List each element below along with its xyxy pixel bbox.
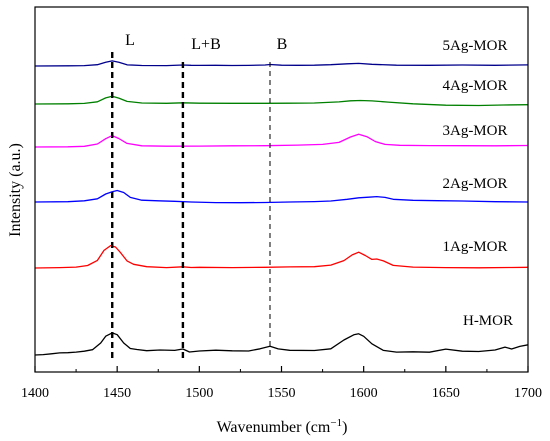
marker-label-b: B bbox=[277, 36, 288, 53]
series-label-2ag-mor: 2Ag-MOR bbox=[442, 176, 507, 192]
series-line-5ag-mor bbox=[34, 60, 529, 67]
x-axis-ticks: 1400 1450 1500 1550 1600 1650 1700 bbox=[21, 366, 542, 401]
series-label-4ag-mor: 4Ag-MOR bbox=[442, 78, 507, 94]
x-tick-label-1500: 1500 bbox=[185, 386, 213, 401]
marker-label-l-plus-b: L+B bbox=[191, 36, 220, 53]
series-label-1ag-mor: 1Ag-MOR bbox=[442, 239, 507, 255]
series-label-3ag-mor: 3Ag-MOR bbox=[442, 123, 507, 139]
x-axis-title: Wavenumber (cm−1) bbox=[217, 417, 348, 436]
y-axis-title: Intensity (a.u.) bbox=[7, 143, 24, 237]
series-labels: 5Ag-MOR 4Ag-MOR 3Ag-MOR 2Ag-MOR 1Ag-MOR H-MOR bbox=[442, 38, 513, 329]
series-curves bbox=[34, 60, 529, 356]
series-line-1ag-mor bbox=[34, 244, 529, 269]
series-line-3ag-mor bbox=[34, 133, 529, 148]
series-label-h-mor: H-MOR bbox=[463, 313, 513, 329]
x-tick-label-1700: 1700 bbox=[514, 386, 542, 401]
x-tick-label-1600: 1600 bbox=[350, 386, 378, 401]
x-tick-label-1550: 1550 bbox=[268, 386, 296, 401]
series-line-h-mor bbox=[34, 332, 529, 356]
series-line-4ag-mor bbox=[34, 95, 529, 107]
marker-label-l: L bbox=[125, 32, 135, 49]
x-tick-label-1650: 1650 bbox=[432, 386, 460, 401]
x-tick-label-1400: 1400 bbox=[21, 386, 49, 401]
band-markers: L L+B B bbox=[111, 32, 288, 362]
x-tick-label-1450: 1450 bbox=[103, 386, 131, 401]
series-line-2ag-mor bbox=[34, 189, 529, 204]
series-label-5ag-mor: 5Ag-MOR bbox=[442, 38, 507, 54]
